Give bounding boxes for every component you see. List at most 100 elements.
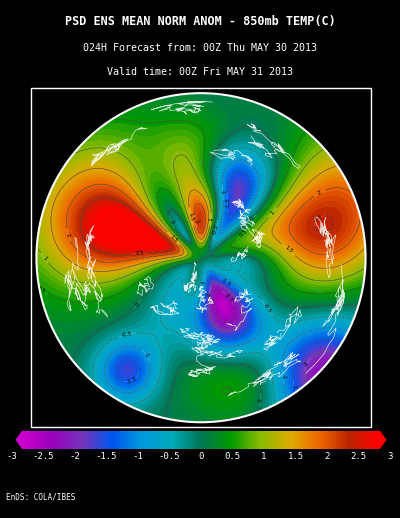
Text: PSD ENS MEAN NORM ANOM - 850mb TEMP(C): PSD ENS MEAN NORM ANOM - 850mb TEMP(C) — [65, 16, 335, 28]
Bar — [192, 431, 193, 449]
Bar — [318, 431, 320, 449]
Point — [198, 253, 204, 262]
Bar — [224, 431, 226, 449]
Bar — [264, 431, 265, 449]
Bar — [182, 431, 184, 449]
Bar — [57, 431, 59, 449]
Bar — [160, 431, 162, 449]
FancyArrow shape — [379, 431, 386, 449]
Text: 1: 1 — [270, 209, 276, 215]
Bar — [245, 431, 246, 449]
Point — [198, 253, 204, 262]
Bar — [42, 431, 43, 449]
Bar — [101, 431, 102, 449]
Bar — [351, 431, 353, 449]
Text: -0.5: -0.5 — [262, 303, 272, 314]
Text: 2: 2 — [192, 219, 198, 224]
Bar — [331, 431, 332, 449]
Bar — [236, 431, 237, 449]
Point — [198, 253, 204, 262]
Bar — [221, 431, 223, 449]
Bar — [271, 431, 273, 449]
Text: 1: 1 — [261, 452, 267, 461]
Text: -1.5: -1.5 — [291, 384, 299, 396]
Bar — [84, 431, 85, 449]
Point — [198, 253, 204, 262]
Point — [198, 253, 204, 262]
Point — [198, 253, 204, 262]
Bar — [254, 431, 256, 449]
Bar — [195, 431, 196, 449]
Bar — [90, 431, 92, 449]
Text: -2: -2 — [206, 291, 212, 297]
Bar — [310, 431, 312, 449]
Point — [198, 253, 204, 262]
Text: 1: 1 — [208, 217, 214, 221]
Text: 2: 2 — [317, 190, 322, 196]
Bar — [220, 431, 221, 449]
Bar — [170, 431, 171, 449]
Bar — [129, 431, 131, 449]
Text: 0: 0 — [168, 219, 174, 225]
Point — [198, 253, 204, 262]
Point — [198, 253, 204, 262]
Bar — [185, 431, 187, 449]
Point — [198, 253, 204, 262]
Bar — [54, 431, 56, 449]
Bar — [240, 431, 242, 449]
Bar — [80, 431, 82, 449]
Bar — [315, 431, 317, 449]
Point — [198, 253, 204, 262]
Bar — [118, 431, 120, 449]
Bar — [152, 431, 154, 449]
Bar — [149, 431, 151, 449]
Text: Valid time: 00Z Fri MAY 31 2013: Valid time: 00Z Fri MAY 31 2013 — [107, 67, 293, 77]
Bar — [98, 431, 99, 449]
Point — [198, 253, 204, 262]
Point — [198, 253, 204, 262]
Bar — [309, 431, 310, 449]
Bar — [298, 431, 300, 449]
Point — [198, 253, 204, 262]
Point — [198, 253, 204, 262]
Bar — [274, 431, 276, 449]
Bar — [79, 431, 80, 449]
Bar — [202, 431, 204, 449]
Bar — [99, 431, 101, 449]
Bar — [48, 431, 49, 449]
Bar — [166, 431, 168, 449]
Bar — [339, 431, 340, 449]
Point — [198, 253, 204, 262]
Bar — [234, 431, 236, 449]
Bar — [259, 431, 260, 449]
Bar — [82, 431, 84, 449]
Bar — [173, 431, 174, 449]
Point — [198, 253, 204, 262]
Bar — [345, 431, 346, 449]
Bar — [229, 431, 231, 449]
Bar — [295, 431, 296, 449]
Bar — [193, 431, 195, 449]
Bar — [322, 431, 323, 449]
Text: 1: 1 — [41, 255, 47, 261]
Bar — [29, 431, 30, 449]
Point — [198, 253, 204, 262]
Bar — [238, 431, 240, 449]
Bar — [196, 431, 198, 449]
Bar — [38, 431, 40, 449]
Text: -1: -1 — [201, 279, 207, 285]
Text: 3: 3 — [387, 452, 393, 461]
Bar — [207, 431, 209, 449]
Bar — [116, 431, 118, 449]
Bar — [71, 431, 73, 449]
Bar — [215, 431, 217, 449]
Bar — [282, 431, 284, 449]
Text: -1: -1 — [143, 352, 150, 359]
Point — [198, 253, 204, 262]
Point — [198, 253, 204, 262]
Bar — [23, 431, 24, 449]
Point — [198, 253, 204, 262]
Bar — [181, 431, 182, 449]
Point — [198, 253, 204, 262]
Point — [198, 253, 204, 262]
